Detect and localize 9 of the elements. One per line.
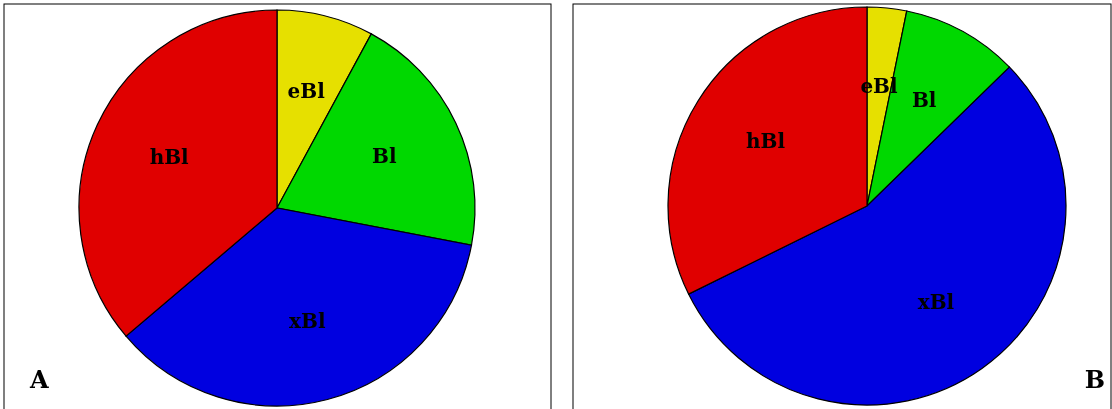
slice-label: hBl (149, 144, 190, 169)
slice-label: hBl (746, 129, 786, 154)
slice-label: Bl (372, 143, 397, 168)
slice-label: Bl (911, 87, 937, 112)
text: A (29, 365, 49, 394)
slice-label: xBl (289, 309, 326, 334)
text: B (1084, 365, 1106, 394)
slice-label: eBl (287, 79, 326, 104)
slice-label: xBl (917, 289, 955, 314)
